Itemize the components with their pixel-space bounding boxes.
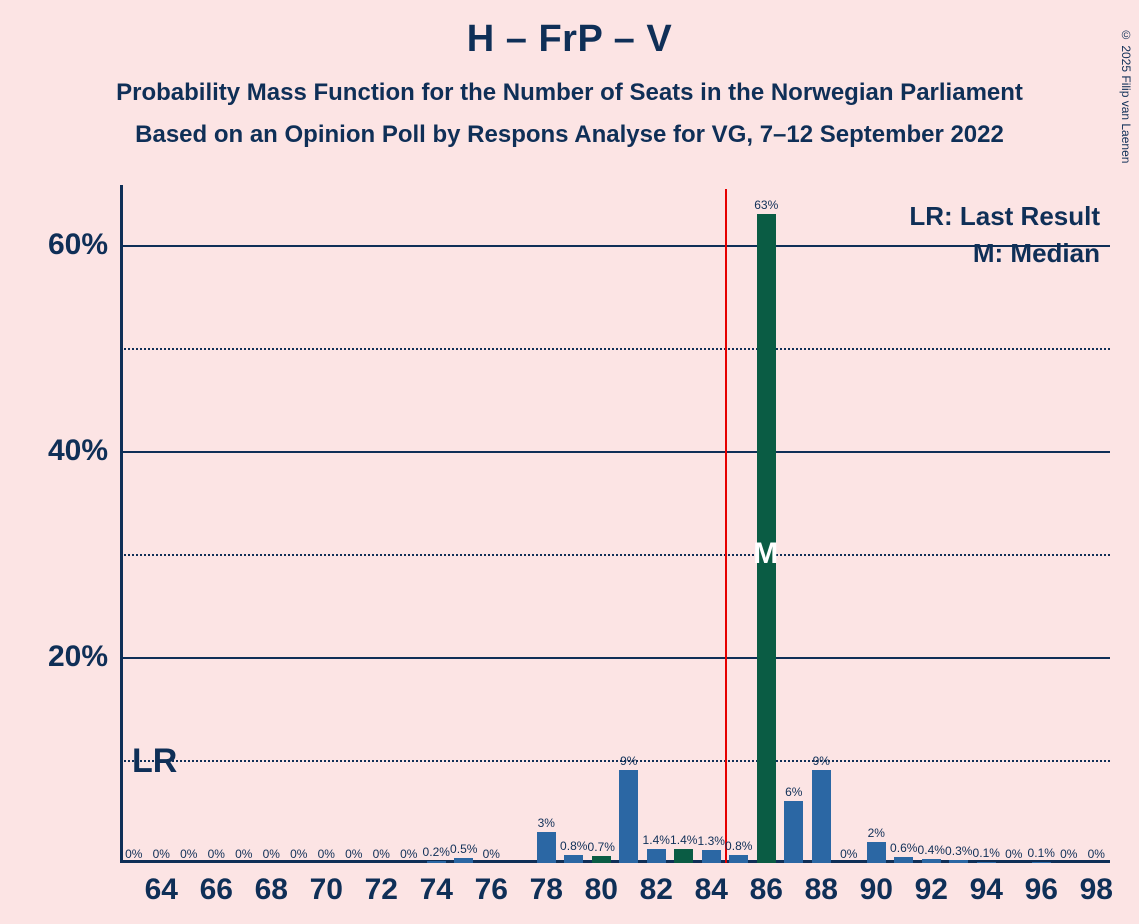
bar-value-label: 0.1% (1028, 846, 1055, 860)
median-mark: M (753, 537, 779, 571)
chart-subtitle-2: Based on an Opinion Poll by Respons Anal… (0, 121, 1139, 149)
bar: 9% (812, 770, 831, 863)
y-tick-label: 40% (48, 434, 108, 468)
x-tick-label: 80 (585, 873, 618, 907)
bar: 0.7% (592, 856, 611, 863)
bar-value-label: 0% (235, 847, 252, 861)
bar: 0.6% (894, 857, 913, 863)
bar-value-label: 0% (840, 847, 857, 861)
bar-value-label: 6% (785, 785, 802, 799)
bar: 0.3% (949, 860, 968, 863)
bar-value-label: 9% (813, 754, 830, 768)
y-tick-label: 60% (48, 228, 108, 262)
bar-value-label: 0% (1005, 847, 1022, 861)
bar-value-label: 0% (483, 847, 500, 861)
bar: 1.4% (647, 849, 666, 863)
x-tick-label: 72 (365, 873, 398, 907)
bar-value-label: 2% (868, 826, 885, 840)
bar: 0.2% (427, 861, 446, 863)
bar-value-label: 0.4% (918, 843, 945, 857)
bar-value-label: 63% (754, 198, 778, 212)
bar-value-label: 0% (263, 847, 280, 861)
bar: 3% (537, 832, 556, 863)
bar-value-label: 0% (400, 847, 417, 861)
bar-value-label: 1.3% (698, 834, 725, 848)
bar-value-label: 0% (290, 847, 307, 861)
lr-annotation: LR (132, 742, 177, 781)
bar: 1.3% (702, 850, 721, 863)
bar-value-label: 0% (318, 847, 335, 861)
x-tick-label: 94 (970, 873, 1003, 907)
bar: 0.1% (1032, 862, 1051, 863)
bar-value-label: 0% (125, 847, 142, 861)
bar: 0.1% (977, 862, 996, 863)
bar-value-label: 0% (208, 847, 225, 861)
last-result-line (725, 189, 727, 863)
x-tick-label: 66 (200, 873, 233, 907)
bar-value-label: 0.1% (973, 846, 1000, 860)
x-tick-label: 90 (860, 873, 893, 907)
bar-value-label: 0.6% (890, 841, 917, 855)
chart-plot-area: 20%40%60%6466687072747678808284868890929… (120, 193, 1110, 863)
gridline-major (120, 245, 1110, 247)
bar: 6% (784, 801, 803, 863)
x-tick-label: 88 (805, 873, 838, 907)
x-tick-label: 74 (420, 873, 453, 907)
x-tick-label: 86 (750, 873, 783, 907)
bar: 9% (619, 770, 638, 863)
bar-value-label: 0% (180, 847, 197, 861)
x-tick-label: 76 (475, 873, 508, 907)
x-tick-label: 68 (255, 873, 288, 907)
legend-median: M: Median (973, 238, 1100, 269)
x-tick-label: 78 (530, 873, 563, 907)
copyright-text: © 2025 Filip van Laenen (1119, 28, 1133, 163)
legend-last-result: LR: Last Result (909, 201, 1100, 232)
bar-value-label: 0% (153, 847, 170, 861)
bar-value-label: 0% (1060, 847, 1077, 861)
bar-value-label: 1.4% (670, 833, 697, 847)
bar-value-label: 1.4% (643, 833, 670, 847)
gridline-major (120, 451, 1110, 453)
bar: 0.4% (922, 859, 941, 863)
x-tick-label: 84 (695, 873, 728, 907)
bar-value-label: 3% (538, 816, 555, 830)
bar-value-label: 0% (345, 847, 362, 861)
chart-subtitle-1: Probability Mass Function for the Number… (0, 79, 1139, 107)
x-tick-label: 92 (915, 873, 948, 907)
bar-value-label: 0.8% (725, 839, 752, 853)
chart-title: H – FrP – V (0, 18, 1139, 61)
x-tick-label: 70 (310, 873, 343, 907)
gridline-minor (120, 760, 1110, 762)
bar: 0.8% (729, 855, 748, 863)
bar: 1.4% (674, 849, 693, 863)
bar-value-label: 0.3% (945, 844, 972, 858)
bar: 0.8% (564, 855, 583, 863)
bar-value-label: 0.5% (450, 842, 477, 856)
bar: 2% (867, 842, 886, 863)
x-tick-label: 98 (1080, 873, 1113, 907)
bar-value-label: 9% (620, 754, 637, 768)
gridline-minor (120, 348, 1110, 350)
x-tick-label: 96 (1025, 873, 1058, 907)
bar-value-label: 0% (1088, 847, 1105, 861)
bar-value-label: 0.2% (423, 845, 450, 859)
y-tick-label: 20% (48, 640, 108, 674)
bar-value-label: 0.8% (560, 839, 587, 853)
bar-value-label: 0% (373, 847, 390, 861)
bar-value-label: 0.7% (588, 840, 615, 854)
bar: 0.5% (454, 858, 473, 863)
gridline-minor (120, 554, 1110, 556)
x-tick-label: 64 (145, 873, 178, 907)
gridline-major (120, 657, 1110, 659)
x-tick-label: 82 (640, 873, 673, 907)
